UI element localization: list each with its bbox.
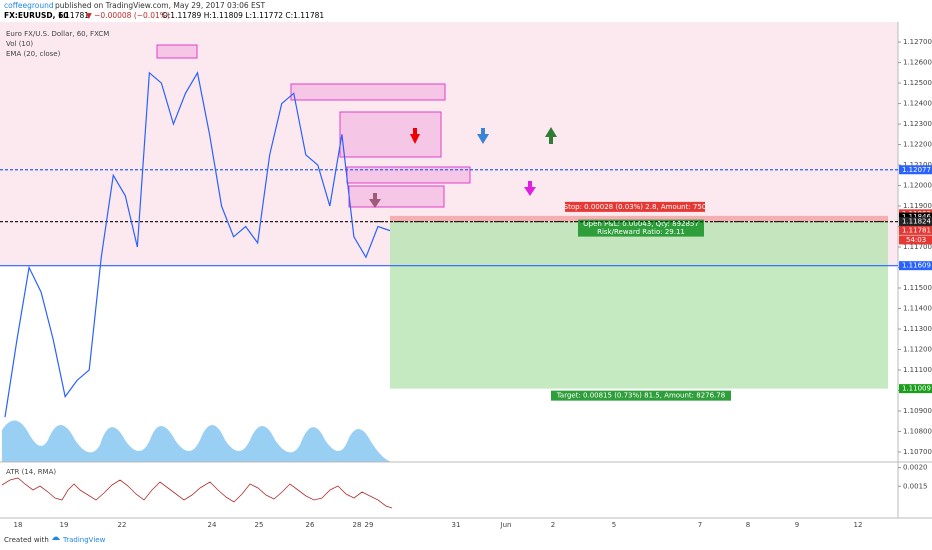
price-label-bg: [899, 165, 932, 175]
x-tick-label: 28: [353, 521, 362, 529]
atr-tick-label: 0.0020: [903, 464, 928, 472]
x-tick-label: 31: [452, 521, 461, 529]
y-tick-label: 1.11400: [903, 305, 932, 313]
volume: [2, 420, 392, 462]
y-tick-label: 1.12200: [903, 141, 932, 149]
volume-area: [2, 420, 392, 462]
x-tick-label: 22: [118, 521, 127, 529]
price-label: 1.11781: [902, 226, 931, 234]
timer: 54:03: [906, 236, 926, 244]
footer-created: Created with: [4, 536, 49, 544]
y-tick-label: 1.11300: [903, 325, 932, 333]
x-tick-label: 25: [255, 521, 264, 529]
price-label: 1.11609: [902, 262, 931, 270]
symbol: FX:EURUSD, 60: [4, 11, 69, 20]
x-tick-label: 24: [208, 521, 217, 529]
footer-brand: TradingView: [62, 536, 106, 544]
price-line: [4, 71, 391, 418]
ohlc: O:1.11789 H:1.11809 L:1.11772 C:1.11781: [162, 11, 324, 20]
legend-item: Euro FX/U.S. Dollar, 60, FXCM: [6, 30, 109, 38]
position-label-bg: [565, 201, 705, 212]
x-tick-label: 19: [60, 521, 69, 529]
x-tick-label: 2: [551, 521, 555, 529]
arrow-down: [369, 193, 381, 208]
x-tick-label: Jun: [500, 521, 512, 529]
arrow-down: [410, 128, 420, 144]
position-label: Open P&L: 0.00043, Qty: 892857: [583, 220, 699, 228]
position-label: Stop: 0.00028 (0.03%) 2.8, Amount: 750: [564, 203, 707, 211]
y-tick-label: 1.12600: [903, 59, 932, 67]
x-tick-label: 29: [365, 521, 374, 529]
position-label-bg: [578, 219, 704, 237]
y-tick-label: 1.10800: [903, 427, 932, 435]
y-tick-label: 1.12100: [903, 161, 932, 169]
target-zone: [390, 221, 888, 389]
y-tick-label: 1.11900: [903, 202, 932, 210]
timer-bg: [899, 235, 932, 245]
y-tick-label: 1.11200: [903, 345, 932, 353]
y-tick-label: 1.12700: [903, 38, 932, 46]
x-tick-label: 7: [698, 521, 702, 529]
legend-item: Vol (10): [6, 40, 33, 48]
atr-line: [1, 477, 393, 509]
arrow-down: [477, 128, 489, 144]
arrow-down: [524, 181, 536, 196]
y-tick-label: 1.12300: [903, 120, 932, 128]
arrow-up: [545, 127, 557, 144]
stop-zone: [390, 215, 888, 222]
box: [290, 83, 446, 101]
price-label: 1.12077: [902, 166, 931, 174]
y-tick-label: 1.11100: [903, 366, 932, 374]
tv-logo: [52, 536, 60, 540]
legend-item: EMA (20, close): [6, 50, 61, 58]
x-tick-label: 9: [795, 521, 799, 529]
price-label-bg: [899, 384, 932, 394]
price-label: 1.11846: [902, 213, 931, 221]
y-tick-label: 1.12000: [903, 182, 932, 190]
x-tick-label: 5: [612, 521, 616, 529]
price-label-bg: [899, 225, 932, 235]
position-label: Target: 0.00815 (0.73%) 81.5, Amount: 82…: [556, 392, 725, 400]
box: [339, 111, 442, 158]
drawings: [156, 44, 557, 208]
y-tick-label: 1.10900: [903, 407, 932, 415]
price-label: 1.11009: [902, 385, 931, 393]
x-tick-label: 26: [306, 521, 315, 529]
box: [156, 44, 198, 59]
position-label: Risk/Reward Ratio: 29.11: [597, 228, 685, 236]
atr-legend: ATR (14, RMA): [6, 468, 56, 476]
y-tick-label: 1.11500: [903, 284, 932, 292]
x-tick-label: 8: [746, 521, 750, 529]
y-tick-label: 1.12500: [903, 79, 932, 87]
position-label-bg: [551, 390, 731, 401]
price-label: 1.11824: [902, 218, 931, 226]
price-label-bg: [899, 212, 932, 222]
y-tick-label: 1.11700: [903, 243, 932, 251]
y-tick-label: 1.12400: [903, 100, 932, 108]
x-tick-label: 12: [854, 521, 863, 529]
price-label-bg: [899, 261, 932, 271]
last-price: 1.11781: [58, 11, 89, 20]
publisher: coffeeground: [4, 1, 54, 10]
y-tick-label: 1.10700: [903, 448, 932, 456]
x-tick-label: 18: [14, 521, 23, 529]
price-label-bg: [899, 217, 932, 227]
atr-tick-label: 0.0015: [903, 482, 928, 490]
box: [348, 185, 445, 208]
published: published on TradingView.com, May 29, 20…: [55, 1, 266, 10]
change: ▼ −0.00008 (−0.01%): [86, 11, 170, 20]
